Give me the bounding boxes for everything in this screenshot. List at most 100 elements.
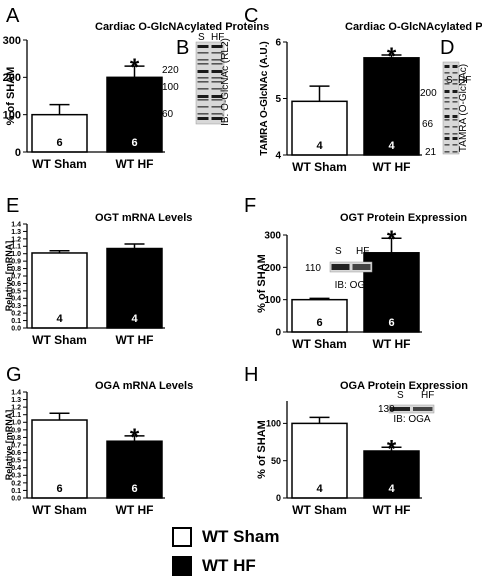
blot-band-a — [211, 88, 223, 90]
y-tick-label-c: 5 — [275, 94, 281, 105]
y-tick-label-h: 0 — [276, 493, 281, 503]
x-tick-label-c: WT Sham — [292, 160, 347, 174]
significance-star-c: * — [387, 43, 397, 70]
panel-letter-g: G — [6, 364, 22, 386]
blot-lane-label-f: HF — [356, 246, 369, 257]
blot-band-a — [211, 52, 223, 54]
blot-band-a — [197, 88, 209, 90]
y-tick-label-g: 0.8 — [11, 435, 21, 442]
y-tick-label-c: 4 — [275, 151, 281, 162]
panel-letter-f: F — [244, 195, 256, 217]
blot-band-a — [211, 59, 223, 61]
blot-marker-a: 220 — [162, 65, 179, 76]
x-tick-label-h: WT Sham — [292, 503, 347, 517]
x-tick-label-e: WT HF — [116, 333, 154, 347]
y-tick-label-g: 1.0 — [11, 420, 21, 427]
blot-ib-label-f: IB: OGT — [335, 280, 372, 291]
n-label-c: 4 — [316, 140, 323, 152]
y-tick-label-e: 1.3 — [11, 229, 21, 236]
y-tick-label-g: 0.2 — [11, 480, 21, 487]
blot-band-c — [452, 72, 458, 74]
y-tick-label-g: 1.3 — [11, 397, 21, 404]
blot-band-a — [211, 95, 223, 98]
blot-marker-a: 100 — [162, 82, 179, 93]
chart-title-e: OGT mRNA Levels — [95, 212, 192, 224]
chart-title-h: OGA Protein Expression — [340, 380, 468, 392]
blot-lane-label-a: HF — [211, 32, 224, 43]
legend-item-hf: WT HF — [172, 555, 256, 577]
blot-marker-h: 130 — [378, 404, 395, 415]
chart-title-c: Cardiac O-GlcNAcylated Proteins — [345, 21, 482, 33]
y-axis-title-c: TAMRA O-GlcNAc (A.U.) — [259, 41, 270, 155]
x-tick-label-c: WT HF — [373, 160, 411, 174]
blot-marker-c: 66 — [422, 119, 434, 130]
n-label-a: 6 — [56, 137, 62, 149]
blot-lane-label-h: HF — [421, 390, 434, 401]
blot-band-c — [444, 83, 450, 85]
y-tick-label-e: 1.2 — [11, 236, 21, 243]
bar-e-sham — [31, 252, 88, 329]
blot-band-c — [452, 151, 458, 153]
y-tick-label-g: 1.4 — [11, 389, 21, 396]
blot-band-c — [444, 79, 450, 81]
n-label-h: 4 — [316, 483, 323, 495]
blot-band-c — [452, 101, 458, 103]
blot-band-c — [452, 119, 458, 121]
y-tick-label-e: 0.3 — [11, 303, 21, 310]
n-label-f: 6 — [388, 317, 394, 329]
blot-band-c — [444, 133, 450, 135]
chart-title-a: Cardiac O-GlcNAcylated Proteins — [95, 21, 269, 33]
bar-f-hf — [363, 252, 420, 333]
y-axis-title-e: Relative [mRNA] — [4, 241, 14, 312]
y-tick-label-e: 0.5 — [11, 288, 21, 295]
y-tick-label-e: 0.9 — [11, 259, 21, 266]
blot-band-c — [444, 108, 450, 110]
blot-band-a — [197, 113, 209, 115]
y-tick-label-g: 0.6 — [11, 450, 21, 457]
y-tick-label-a: 200 — [3, 72, 21, 84]
chart-title-g: OGA mRNA Levels — [95, 380, 193, 392]
blot-band-c — [444, 72, 450, 74]
y-tick-label-g: 0.7 — [11, 442, 21, 449]
blot-lane-label-c: S — [446, 75, 453, 86]
blot-band-a — [211, 106, 223, 108]
blot-image-h — [388, 404, 435, 414]
blot-band-c — [444, 126, 450, 128]
blot-band-a — [197, 81, 209, 83]
y-tick-label-e: 1.4 — [11, 221, 21, 228]
y-tick-label-a: 100 — [3, 110, 21, 122]
blot-band-h — [390, 407, 410, 411]
blot-band-a — [197, 77, 209, 79]
panel-letter-a: A — [6, 5, 20, 27]
blot-band-c — [452, 108, 458, 110]
bar-g-sham — [31, 419, 88, 499]
y-axis-title-a: % of SHAM — [5, 67, 17, 126]
blot-band-c — [444, 137, 450, 140]
panel-letter-c: C — [244, 5, 258, 27]
blot-marker-c: 200 — [420, 88, 437, 99]
blot-band-a — [197, 45, 209, 48]
blot-band-f — [352, 264, 371, 270]
blot-lane-label-f: S — [335, 246, 342, 257]
y-tick-label-e: 1.1 — [11, 244, 21, 251]
blot-image-c — [442, 61, 460, 155]
y-axis-title-g: Relative [mRNA] — [4, 410, 14, 481]
y-tick-label-f: 100 — [264, 295, 281, 306]
blot-ib-label-h: IB: OGA — [393, 414, 431, 425]
panel-letter-b: B — [176, 37, 189, 59]
blot-band-a — [197, 106, 209, 108]
y-tick-label-g: 0.0 — [11, 495, 21, 502]
blot-lane-label-h: S — [397, 390, 404, 401]
blot-band-c — [444, 115, 450, 118]
n-label-g: 6 — [56, 483, 62, 495]
blot-lane-label-a: S — [198, 32, 205, 43]
blot-band-c — [444, 144, 450, 146]
y-tick-label-g: 1.2 — [11, 405, 21, 412]
blot-band-c — [444, 151, 450, 153]
x-tick-label-e: WT Sham — [32, 333, 87, 347]
n-label-a: 6 — [131, 137, 137, 149]
legend-label-hf: WT HF — [202, 556, 256, 575]
blot-band-a — [197, 117, 209, 120]
y-tick-label-g: 0.9 — [11, 427, 21, 434]
x-tick-label-a: WT HF — [116, 157, 154, 171]
